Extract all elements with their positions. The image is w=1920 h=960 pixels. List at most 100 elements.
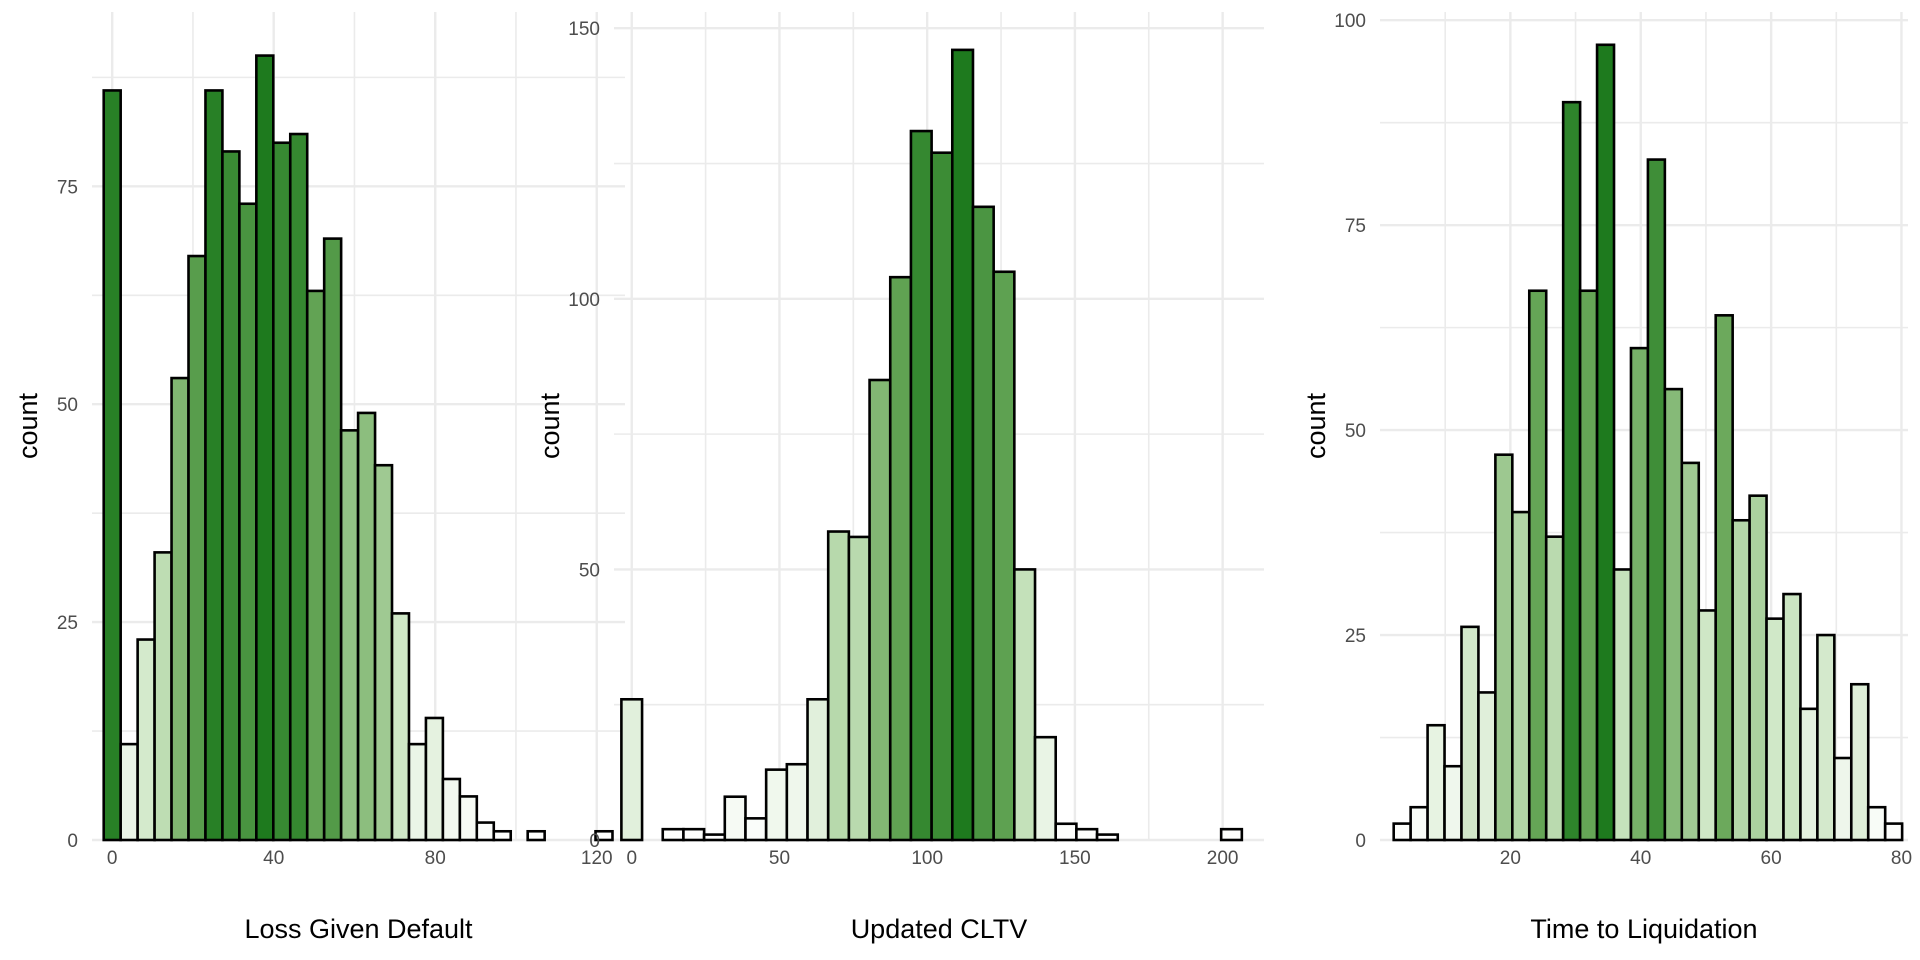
x-axis-title-updated-cltv: Updated CLTV xyxy=(851,914,1028,944)
histogram-bar xyxy=(1646,158,1667,842)
histogram-bar xyxy=(136,638,156,842)
bars-time-to-liquidation xyxy=(1392,43,1904,842)
y-tick-label: 50 xyxy=(1345,421,1366,442)
histogram-bar xyxy=(661,827,685,842)
histogram-bar xyxy=(594,829,614,842)
x-tick-label: 100 xyxy=(911,848,943,869)
histogram-bar xyxy=(526,829,546,842)
histogram-bar xyxy=(930,151,954,842)
histogram-bar xyxy=(702,833,727,842)
histogram-bar xyxy=(971,205,995,842)
histogram-bar xyxy=(1033,735,1058,842)
histogram-bar xyxy=(1095,833,1120,842)
histogram-bar xyxy=(390,612,411,842)
histogram-bar xyxy=(475,821,496,842)
histogram-bar xyxy=(1629,346,1650,842)
histogram-bar xyxy=(1697,609,1718,842)
histogram-bar xyxy=(407,742,428,842)
histogram-bar xyxy=(1748,494,1768,842)
histogram-bar xyxy=(1833,756,1853,842)
histogram-bar xyxy=(204,89,224,842)
histogram-bar xyxy=(1443,764,1463,842)
y-ticks-loss-given-default: 0 25 50 75 xyxy=(57,177,78,852)
histogram-bar xyxy=(950,48,975,842)
histogram-bar xyxy=(1477,691,1497,842)
x-ticks-updated-cltv: 0 50 100 150 200 xyxy=(626,848,1238,869)
y-axis-title: count xyxy=(535,392,565,459)
x-axis-title-time-to-liquidation: Time to Liquidation xyxy=(1530,914,1757,944)
x-tick-label: 40 xyxy=(263,848,284,869)
histogram-bar xyxy=(723,795,747,842)
histogram-bar xyxy=(1511,510,1531,842)
histogram-bar xyxy=(1054,822,1078,842)
histogram-bar xyxy=(1075,827,1099,842)
histogram-bar xyxy=(356,411,377,842)
histogram-bar xyxy=(187,254,207,842)
x-tick-label: 20 xyxy=(1500,848,1521,869)
histogram-bar xyxy=(1799,707,1819,842)
histogram-bar xyxy=(221,150,241,842)
histogram-bar xyxy=(238,202,258,842)
x-ticks-loss-given-default: 0 40 80 120 xyxy=(107,848,613,869)
histogram-bar xyxy=(1219,827,1244,842)
y-tick-label: 0 xyxy=(1355,831,1366,852)
histogram-bar xyxy=(682,827,706,842)
y-tick-label: 150 xyxy=(568,19,600,40)
x-tick-label: 50 xyxy=(769,848,790,869)
histogram-bar xyxy=(458,795,479,842)
histogram-bar xyxy=(868,378,892,842)
panel-loss-given-default: 0 25 50 75 0 40 80 120 Loss Given Default coun… xyxy=(13,12,625,944)
histogram-bar xyxy=(1595,43,1616,842)
histogram-bar xyxy=(1561,100,1582,842)
y-tick-label: 25 xyxy=(57,613,78,634)
histogram-bar xyxy=(1680,461,1701,842)
bars-updated-cltv xyxy=(620,48,1244,842)
histogram-bar xyxy=(1782,592,1802,842)
histogram-bar xyxy=(1731,518,1751,842)
x-tick-label: 120 xyxy=(581,848,613,869)
histogram-bar xyxy=(288,132,309,842)
y-tick-label: 25 xyxy=(1345,626,1366,647)
x-tick-label: 80 xyxy=(1891,848,1912,869)
histogram-bar xyxy=(847,535,871,842)
y-tick-label: 0 xyxy=(589,831,600,852)
histogram-bar xyxy=(1663,387,1684,842)
histogram-bar xyxy=(1612,568,1633,842)
histogram-bar xyxy=(1426,723,1446,842)
x-tick-label: 200 xyxy=(1207,848,1239,869)
y-tick-label: 50 xyxy=(57,395,78,416)
histogram-bar xyxy=(1494,453,1514,842)
histogram-bar xyxy=(1849,682,1870,842)
histogram-bar xyxy=(153,551,173,842)
y-tick-label: 0 xyxy=(67,831,78,852)
histogram-bar xyxy=(1816,633,1836,842)
y-ticks-time-to-liquidation: 0 25 50 75 100 xyxy=(1334,11,1366,852)
histogram-bar xyxy=(909,129,933,842)
x-tick-label: 0 xyxy=(107,848,118,869)
x-axis-title-loss-given-default: Loss Given Default xyxy=(244,914,473,944)
histogram-bar xyxy=(826,530,851,842)
x-tick-label: 80 xyxy=(425,848,446,869)
histogram-bar xyxy=(1765,617,1785,842)
histogram-bar xyxy=(373,463,394,842)
histogram-bar xyxy=(1578,289,1599,842)
histogram-bar xyxy=(806,697,830,842)
histogram-bar xyxy=(620,697,644,842)
y-tick-label: 100 xyxy=(568,290,600,311)
y-axis-title: count xyxy=(1301,392,1331,459)
histogram-bar xyxy=(1460,625,1480,842)
histogram-bar xyxy=(119,742,139,842)
histogram-bar xyxy=(339,429,360,842)
y-axis-title: count xyxy=(13,392,43,459)
histogram-bar xyxy=(1013,568,1037,842)
histogram-bar xyxy=(255,54,275,842)
histogram-bar xyxy=(1544,535,1565,842)
x-ticks-time-to-liquidation: 20 40 60 80 xyxy=(1500,848,1912,869)
y-tick-label: 75 xyxy=(57,177,78,198)
x-tick-label: 40 xyxy=(1630,848,1651,869)
histogram-bar xyxy=(492,829,513,842)
histogram-bar xyxy=(1527,289,1548,842)
histogram-bar xyxy=(1714,314,1734,842)
